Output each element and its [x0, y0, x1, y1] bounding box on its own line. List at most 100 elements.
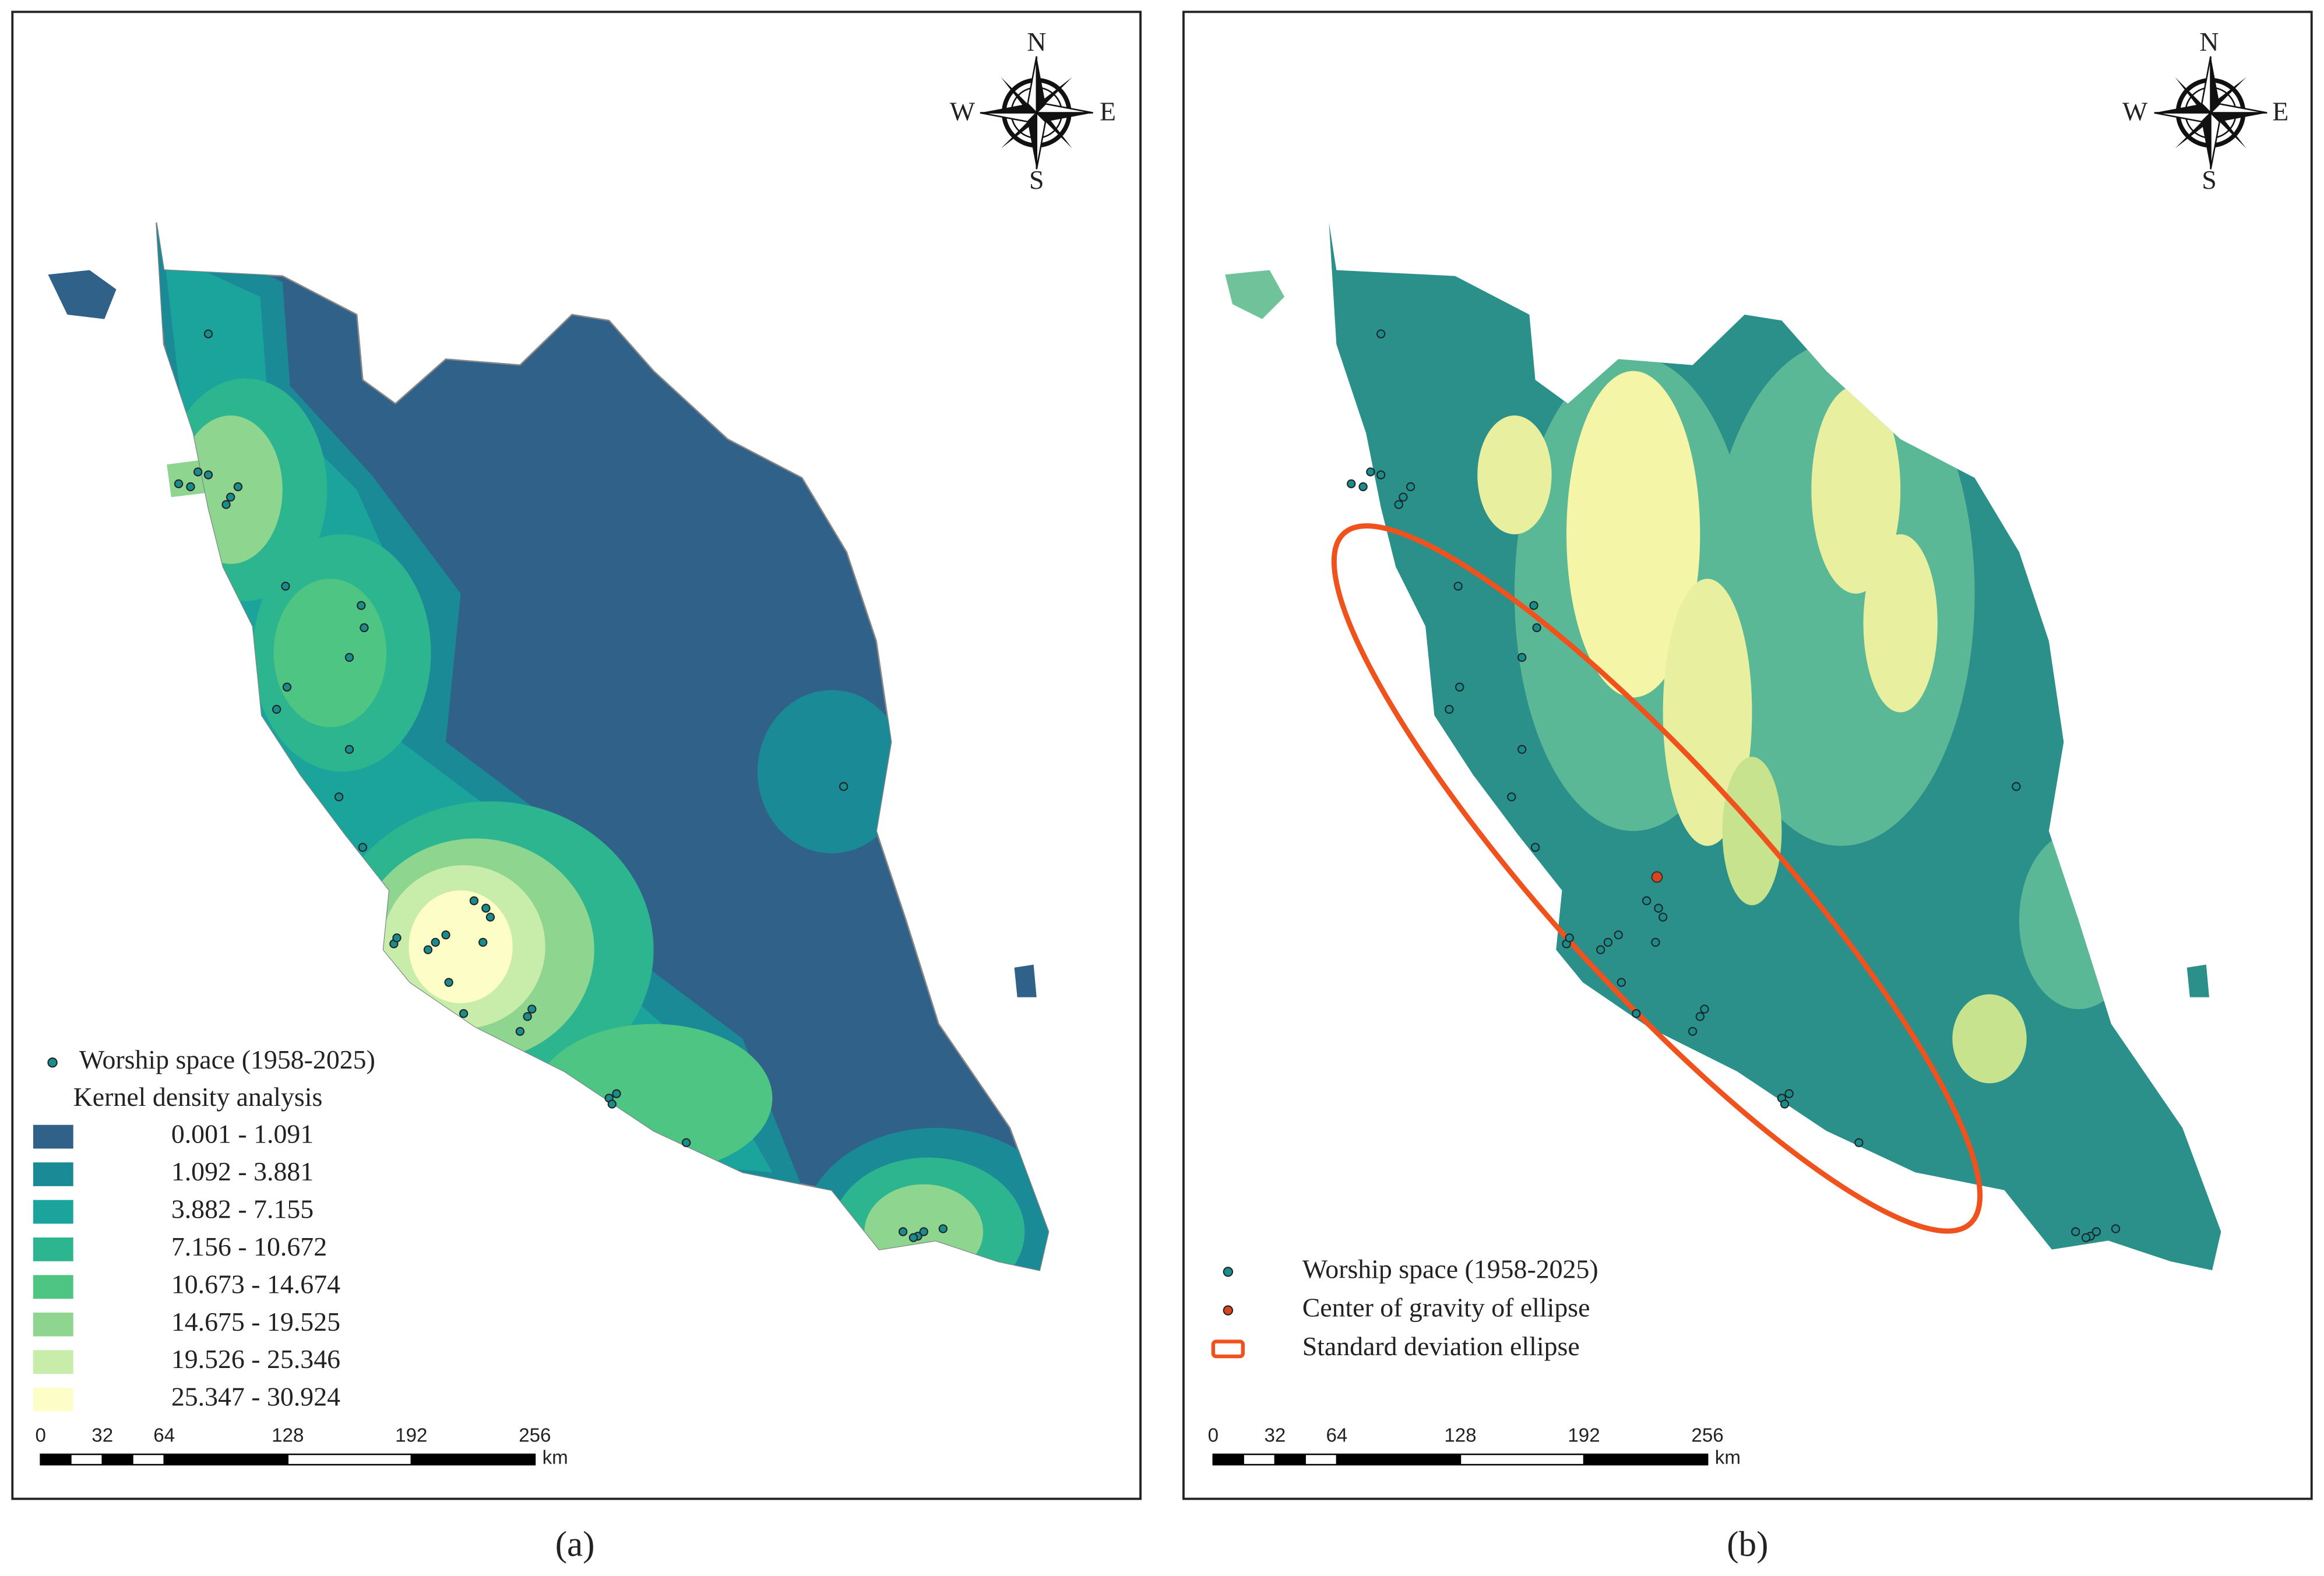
worship-point [607, 1099, 617, 1109]
worship-point [1654, 904, 1663, 913]
worship-point [193, 467, 203, 477]
worship-point [1394, 500, 1403, 509]
worship-point [909, 1233, 918, 1242]
worship-point [392, 933, 402, 943]
worship-point [1376, 470, 1386, 480]
worship-point [360, 623, 369, 633]
worship-point [839, 782, 848, 791]
worship-point [344, 653, 354, 662]
worship-point [682, 1138, 691, 1147]
worship-point [1347, 479, 1356, 488]
compass-e: E [1100, 97, 1116, 126]
worship-point [1517, 653, 1527, 662]
legend-title: Kernel density analysis [73, 1082, 323, 1112]
worship-point [1642, 896, 1652, 905]
worship-point [919, 1227, 928, 1236]
legend-swatch [33, 1124, 73, 1149]
legend-class-label: 7.156 - 10.672 [171, 1232, 327, 1261]
worship-point [174, 479, 184, 488]
scale-segment [102, 1454, 133, 1465]
worship-point [358, 842, 368, 852]
scale-segment [40, 1454, 72, 1465]
worship-point [1376, 329, 1386, 339]
worship-point [1784, 1089, 1794, 1098]
legend-label: Center of gravity of ellipse [1302, 1293, 1590, 1323]
legend-symbol [1223, 1267, 1234, 1277]
legend-swatch [33, 1350, 73, 1374]
scale-tick-label: 128 [1444, 1425, 1476, 1446]
worship-point [1507, 792, 1516, 802]
worship-point [898, 1227, 908, 1236]
worship-point [441, 930, 450, 940]
scale-segment [164, 1454, 288, 1465]
scale-segment [1336, 1454, 1460, 1465]
worship-point [938, 1224, 948, 1233]
std-ellipse [1331, 523, 1983, 1234]
legend-class-label: 0.001 - 1.091 [171, 1119, 314, 1149]
worship-point [221, 500, 231, 509]
panel-caption: (b) [1727, 1525, 1768, 1564]
scale-tick-label: 64 [153, 1425, 175, 1446]
worship-point [1406, 482, 1415, 492]
worship-point [357, 601, 366, 610]
legend-swatch [33, 1312, 73, 1337]
legend-symbol [1223, 1305, 1234, 1316]
worship-point [1529, 601, 1538, 610]
worship-point [186, 482, 195, 492]
compass-n: N [1027, 27, 1046, 57]
worship-point [281, 581, 290, 591]
scale-tick-label: 192 [1568, 1425, 1600, 1446]
worship-point [1700, 1004, 1709, 1014]
scale-segment [1584, 1454, 1708, 1465]
worship-point [423, 945, 433, 954]
worship-point [431, 937, 440, 947]
worship-point [444, 978, 453, 987]
worship-point [459, 1009, 469, 1018]
scale-segment [1274, 1454, 1306, 1465]
worship-point [527, 1004, 537, 1014]
worship-point [1532, 623, 1541, 633]
scale-tick-label: 0 [35, 1425, 45, 1446]
worship-point [1658, 912, 1668, 922]
worship-point [481, 904, 491, 913]
legend-swatch [33, 1162, 73, 1186]
scale-segment [411, 1454, 535, 1465]
worship-point [1614, 930, 1623, 940]
compass-e: E [2272, 97, 2288, 126]
worship-point [1358, 482, 1368, 492]
scale-tick-label: 0 [1208, 1425, 1219, 1446]
worship-point [226, 492, 235, 502]
legend-class-label: 1.092 - 3.881 [171, 1157, 314, 1186]
worship-point [334, 792, 344, 802]
worship-point [1596, 945, 1605, 954]
legend-class-label: 25.347 - 30.924 [171, 1382, 340, 1412]
legend-label: Worship space (1958-2025) [1302, 1254, 1598, 1284]
scale-tick-label: 128 [272, 1425, 304, 1446]
worship-point [2081, 1233, 2091, 1242]
legend-label: Worship space (1958-2025) [79, 1045, 375, 1074]
legend-symbol [1211, 1339, 1245, 1359]
worship-point [1780, 1099, 1790, 1109]
worship-point [1453, 581, 1463, 591]
worship-point [2111, 1224, 2121, 1233]
worship-point [478, 937, 488, 947]
worship-point [1445, 704, 1454, 714]
compass-s: S [2202, 165, 2217, 195]
panel-caption: (a) [555, 1525, 595, 1564]
worship-point [1695, 1012, 1705, 1021]
legend-label: Standard deviation ellipse [1302, 1331, 1580, 1361]
legend-symbol [47, 1057, 58, 1068]
legend-swatch [33, 1387, 73, 1412]
scale-tick-label: 32 [91, 1425, 113, 1446]
scale-unit: km [543, 1447, 568, 1469]
legend-swatch [33, 1237, 73, 1261]
gravity-center [1651, 871, 1663, 883]
scale-segment [1213, 1454, 1244, 1465]
worship-point [2071, 1227, 2080, 1236]
scale-tick-label: 64 [1326, 1425, 1348, 1446]
worship-point [203, 329, 213, 339]
legend-class-label: 10.673 - 14.674 [171, 1269, 340, 1299]
worship-point [1530, 842, 1540, 852]
legend-swatch [33, 1200, 73, 1224]
